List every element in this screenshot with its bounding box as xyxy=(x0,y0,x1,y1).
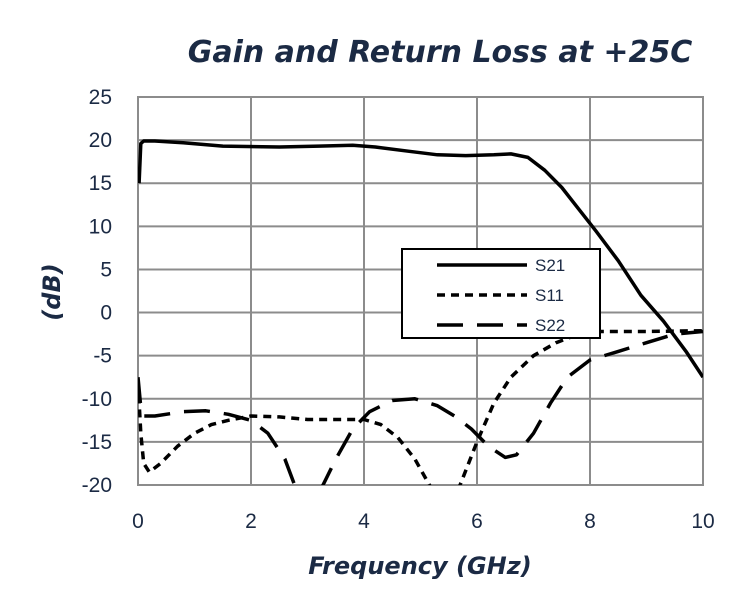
y-tick-label: -20 xyxy=(82,474,112,497)
legend-label-s11: S11 xyxy=(535,286,564,305)
x-tick-label: 2 xyxy=(245,510,257,533)
legend-label-s22: S22 xyxy=(535,316,565,335)
chart-title: Gain and Return Loss at +25C xyxy=(188,35,693,70)
y-tick-label: 25 xyxy=(89,86,112,109)
series-layer xyxy=(138,139,703,485)
series-line-s21 xyxy=(138,139,703,379)
y-tick-label: -15 xyxy=(82,431,112,454)
x-tick-label: 8 xyxy=(584,510,596,533)
y-tick-label: 15 xyxy=(89,172,112,195)
y-tick-label: 5 xyxy=(100,258,112,281)
y-tick-labels: 25 20 15 10 5 0 -5 -10 -15 -20 xyxy=(82,86,112,497)
legend-label-s21: S21 xyxy=(535,256,565,275)
x-tick-label: 4 xyxy=(358,510,370,533)
x-tick-label: 0 xyxy=(132,510,144,533)
series-line-s22 xyxy=(138,329,703,485)
y-tick-label: 0 xyxy=(100,302,112,325)
x-tick-label: 6 xyxy=(471,510,483,533)
x-axis-label: Frequency (GHz) xyxy=(308,552,531,580)
y-tick-label: -5 xyxy=(93,345,112,368)
y-axis-label: (dB) xyxy=(38,263,66,320)
series-line-s11 xyxy=(138,328,703,485)
legend: S21 S11 S22 xyxy=(401,248,601,339)
plot-frame xyxy=(137,96,704,486)
y-tick-label: -10 xyxy=(82,388,112,411)
y-tick-label: 10 xyxy=(89,215,112,238)
y-tick-label: 20 xyxy=(89,129,112,152)
x-tick-label: 10 xyxy=(691,510,714,533)
x-tick-labels: 0 2 4 6 8 10 xyxy=(132,510,715,533)
